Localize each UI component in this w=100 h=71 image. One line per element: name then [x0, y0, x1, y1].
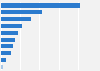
Bar — [1, 31, 18, 35]
Bar — [1, 3, 80, 8]
Bar — [1, 51, 11, 55]
Bar — [1, 24, 22, 28]
Bar — [1, 38, 15, 42]
Bar — [1, 17, 31, 21]
Bar — [1, 10, 42, 14]
Bar — [1, 58, 6, 62]
Bar — [1, 65, 3, 69]
Bar — [1, 44, 13, 48]
